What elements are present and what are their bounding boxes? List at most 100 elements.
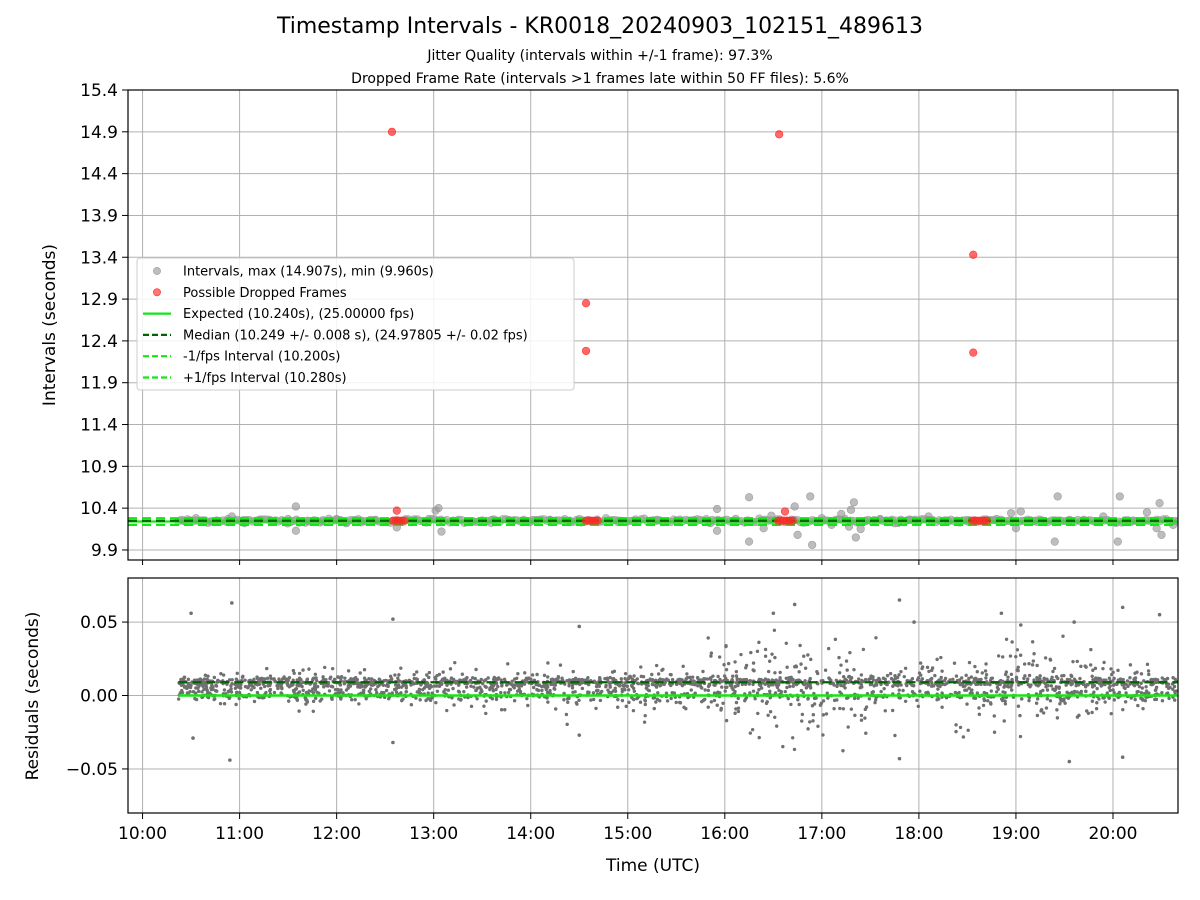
dropped-frame-point	[982, 516, 991, 525]
residual-point	[874, 680, 879, 684]
residual-point	[1038, 674, 1042, 678]
residual-point	[233, 686, 238, 691]
residual-point	[623, 676, 627, 681]
residual-point	[799, 662, 803, 666]
residual-point	[348, 678, 353, 682]
residual-point	[203, 673, 208, 677]
residual-point	[1009, 672, 1014, 677]
residual-point	[770, 652, 774, 656]
residual-point	[506, 690, 511, 695]
residual-point	[755, 649, 760, 654]
residual-point	[234, 702, 238, 707]
intervals-y-tick-label: 10.4	[80, 499, 118, 519]
residual-point	[1121, 677, 1125, 682]
residual-point	[620, 698, 625, 703]
residual-point	[499, 690, 503, 695]
residual-point	[742, 677, 746, 682]
dropped-frame-point	[780, 507, 790, 516]
residual-outlier	[897, 756, 902, 761]
residual-point	[246, 684, 251, 689]
residual-outlier	[771, 611, 776, 616]
residual-point	[995, 685, 1000, 690]
residual-point	[227, 678, 232, 682]
residual-point	[532, 678, 537, 683]
residual-point	[736, 706, 741, 710]
residual-point	[771, 683, 775, 687]
residual-point	[905, 683, 909, 688]
residual-point	[330, 695, 334, 700]
residual-point	[721, 701, 725, 705]
residuals-y-axis-label: Residuals (seconds)	[23, 612, 43, 781]
residual-point	[1168, 685, 1172, 690]
residual-point	[707, 683, 712, 687]
residual-point	[504, 683, 509, 687]
residual-point	[708, 676, 713, 680]
x-axis-label: Time (UTC)	[605, 856, 700, 876]
intervals-y-tick-label: 11.9	[80, 374, 118, 394]
residual-point	[1124, 691, 1128, 695]
residual-point	[952, 661, 957, 665]
residual-point	[297, 671, 302, 676]
residual-point	[1058, 702, 1062, 706]
residual-point	[751, 689, 756, 693]
residual-point	[360, 684, 364, 688]
residual-point	[1045, 688, 1050, 692]
residual-point	[763, 654, 768, 658]
residual-point	[936, 683, 940, 688]
residual-point	[525, 696, 529, 701]
residual-point	[426, 684, 430, 689]
residual-point	[202, 687, 206, 692]
residual-point	[397, 685, 401, 690]
residual-point	[491, 689, 496, 693]
residual-point	[1051, 669, 1055, 674]
residual-point	[821, 699, 826, 703]
residual-point	[768, 710, 773, 714]
residual-point	[1018, 713, 1022, 718]
residual-point	[524, 680, 528, 684]
residual-point	[255, 690, 260, 695]
residual-point	[967, 686, 971, 690]
residual-point	[918, 689, 922, 693]
residual-point	[967, 660, 972, 665]
residual-point	[1039, 708, 1044, 712]
residual-point	[824, 712, 829, 716]
residual-point	[311, 699, 316, 704]
intervals-y-tick-label: 15.4	[80, 81, 118, 101]
residual-point	[1109, 667, 1113, 671]
residual-point	[624, 704, 628, 709]
residual-point	[280, 686, 284, 691]
residual-point	[313, 672, 318, 677]
interval-point	[1016, 507, 1025, 516]
residual-point	[336, 687, 340, 692]
residual-point	[972, 696, 976, 700]
residual-point	[989, 702, 993, 706]
residual-point	[262, 695, 266, 700]
residual-outlier	[792, 602, 797, 607]
legend-label: -1/fps Interval (10.200s)	[183, 350, 340, 365]
residual-point	[803, 682, 807, 687]
residual-point	[616, 697, 620, 702]
residual-point	[696, 676, 700, 680]
residual-point	[837, 671, 842, 675]
residual-point	[954, 674, 959, 678]
residual-point	[709, 700, 714, 704]
residual-point	[848, 650, 852, 655]
residual-point	[212, 675, 217, 680]
residual-point	[999, 678, 1003, 683]
residual-point	[658, 699, 662, 703]
residual-point	[324, 677, 328, 682]
interval-point	[849, 498, 858, 507]
residual-point	[621, 683, 625, 688]
residual-point	[816, 724, 820, 728]
residual-point	[542, 685, 547, 689]
residual-point	[515, 689, 520, 693]
residual-point	[804, 686, 809, 690]
residual-point	[1108, 684, 1112, 688]
residual-point	[749, 679, 753, 683]
residual-point	[797, 670, 801, 674]
residual-point	[760, 699, 765, 703]
residual-point	[237, 696, 241, 701]
residual-point	[297, 684, 301, 688]
residual-point	[333, 687, 338, 692]
residual-point	[264, 690, 268, 695]
